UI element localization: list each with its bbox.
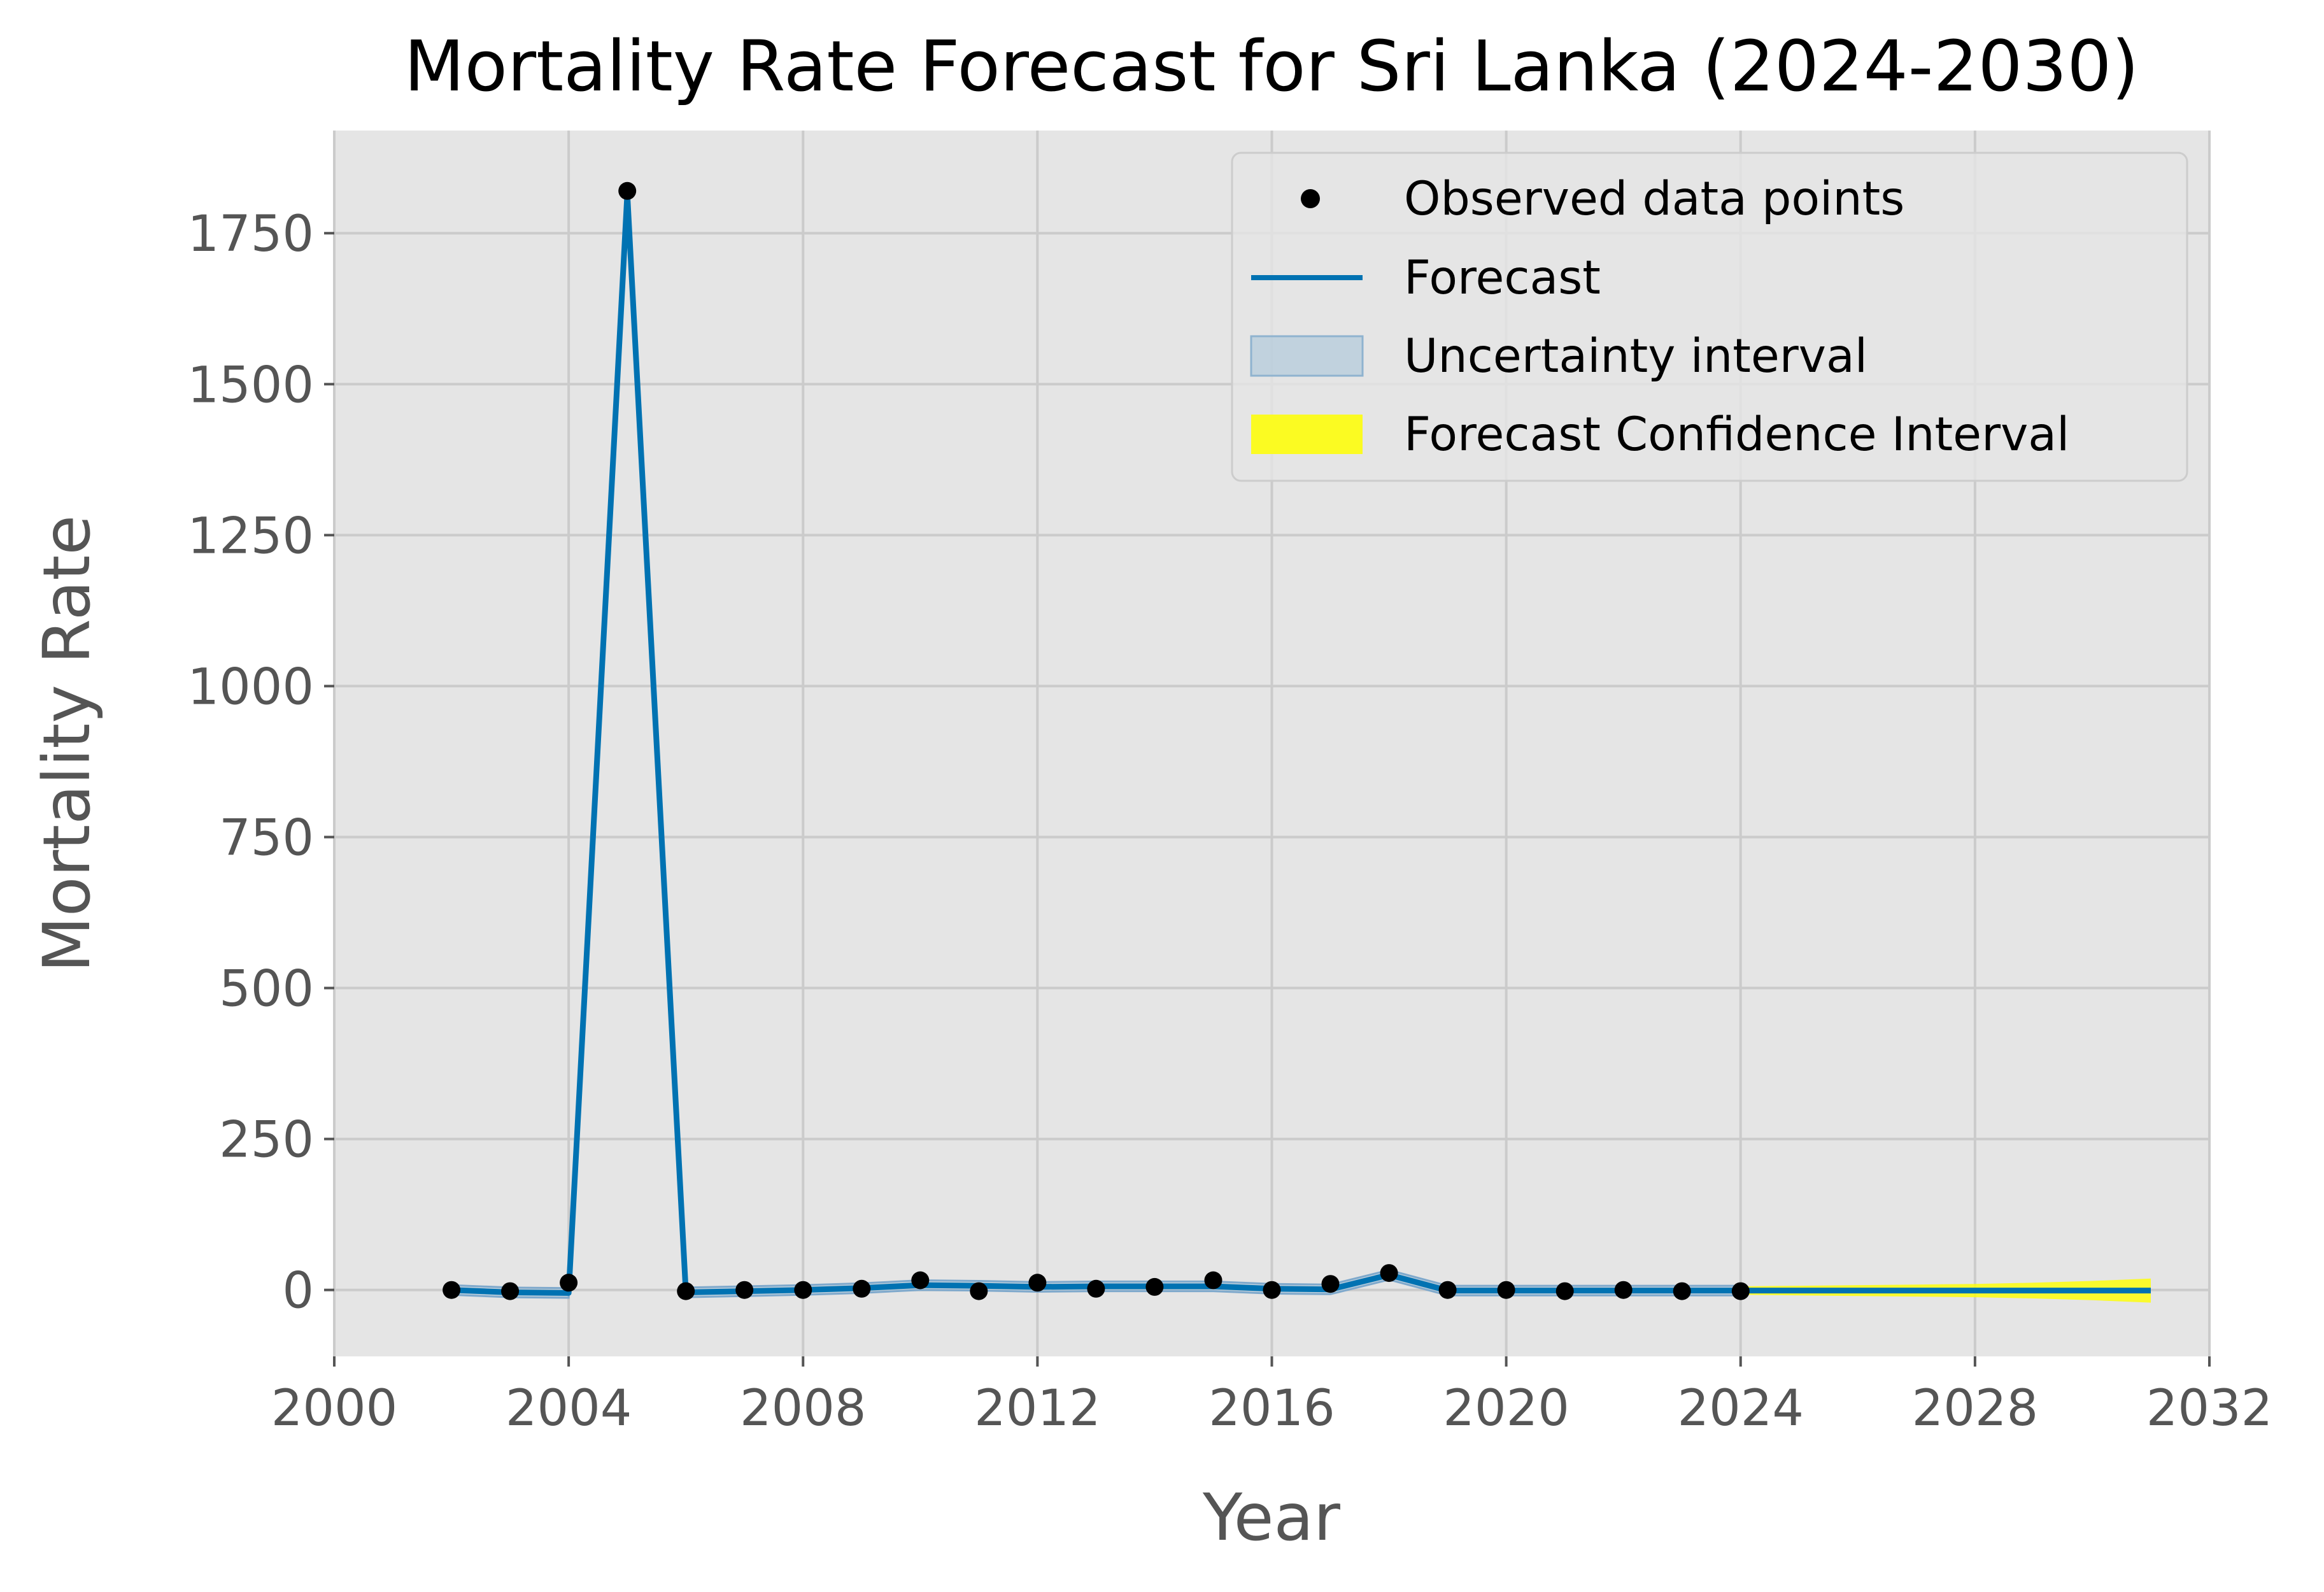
legend-observed-label: Observed data points xyxy=(1404,172,1904,226)
observed-point xyxy=(1087,1279,1105,1298)
x-tick-label: 2032 xyxy=(2146,1380,2273,1437)
y-tick-label: 1500 xyxy=(187,357,314,414)
observed-point xyxy=(1204,1271,1222,1290)
observed-point xyxy=(1028,1274,1047,1292)
y-tick-label: 1000 xyxy=(187,658,314,716)
series-layer xyxy=(443,181,2151,1303)
y-tick-label: 250 xyxy=(219,1112,314,1169)
x-tick-label: 2008 xyxy=(740,1380,867,1437)
x-tick-label: 2016 xyxy=(1208,1380,1335,1437)
observed-point xyxy=(1438,1281,1457,1299)
observed-point xyxy=(1555,1282,1574,1300)
legend-uncertainty-label: Uncertainty interval xyxy=(1404,329,1867,383)
legend-confidence-swatch xyxy=(1251,415,1363,454)
observed-point xyxy=(618,181,637,200)
observed-point xyxy=(1673,1282,1691,1300)
x-tick-label: 2028 xyxy=(1912,1380,2039,1437)
x-tick-label: 2024 xyxy=(1677,1380,1804,1437)
observed-point xyxy=(1731,1282,1750,1300)
x-tick-label: 2004 xyxy=(506,1380,632,1437)
y-tick-label: 1750 xyxy=(187,206,314,263)
legend-box xyxy=(1231,152,2188,482)
observed-point xyxy=(970,1282,988,1300)
legend-confidence-label: Forecast Confidence Interval xyxy=(1404,408,2069,462)
legend-forecast-label: Forecast xyxy=(1404,251,1601,305)
observed-point xyxy=(1614,1281,1633,1299)
y-tick-label: 750 xyxy=(219,809,314,867)
observed-point xyxy=(735,1281,754,1299)
axes: 2000 2004 2008 2012 2016 2020 2024 2028 2032 0 250… xyxy=(187,206,2272,1437)
legend: Observed data points Forecast Uncertaint… xyxy=(1231,152,2188,482)
legend-uncertainty-swatch xyxy=(1250,335,1364,377)
y-tick-label: 1250 xyxy=(187,508,314,565)
observed-point xyxy=(794,1281,812,1299)
y-axis-label: Mortality Rate xyxy=(29,515,105,972)
legend-observed-marker xyxy=(1301,189,1320,208)
observed-point xyxy=(443,1281,461,1299)
x-tick-label: 2012 xyxy=(974,1380,1101,1437)
observed-point xyxy=(853,1279,871,1298)
x-tick-label: 2000 xyxy=(271,1380,398,1437)
y-tick-label: 0 xyxy=(282,1263,314,1320)
observed-point xyxy=(1263,1281,1281,1299)
observed-point xyxy=(1380,1264,1398,1283)
chart-title: Mortality Rate Forecast for Sri Lanka (2… xyxy=(404,25,2139,107)
observed-point xyxy=(1321,1275,1340,1293)
observed-point xyxy=(560,1274,578,1292)
observed-point xyxy=(1145,1277,1164,1296)
x-axis-label: Year xyxy=(1202,1480,1340,1556)
y-tick-label: 500 xyxy=(219,961,314,1018)
forecast-line xyxy=(451,191,2151,1296)
observed-point xyxy=(677,1282,695,1300)
observed-point xyxy=(911,1271,930,1290)
x-tick-label: 2020 xyxy=(1443,1380,1569,1437)
observed-point xyxy=(501,1282,520,1300)
observed-point xyxy=(1497,1281,1515,1299)
